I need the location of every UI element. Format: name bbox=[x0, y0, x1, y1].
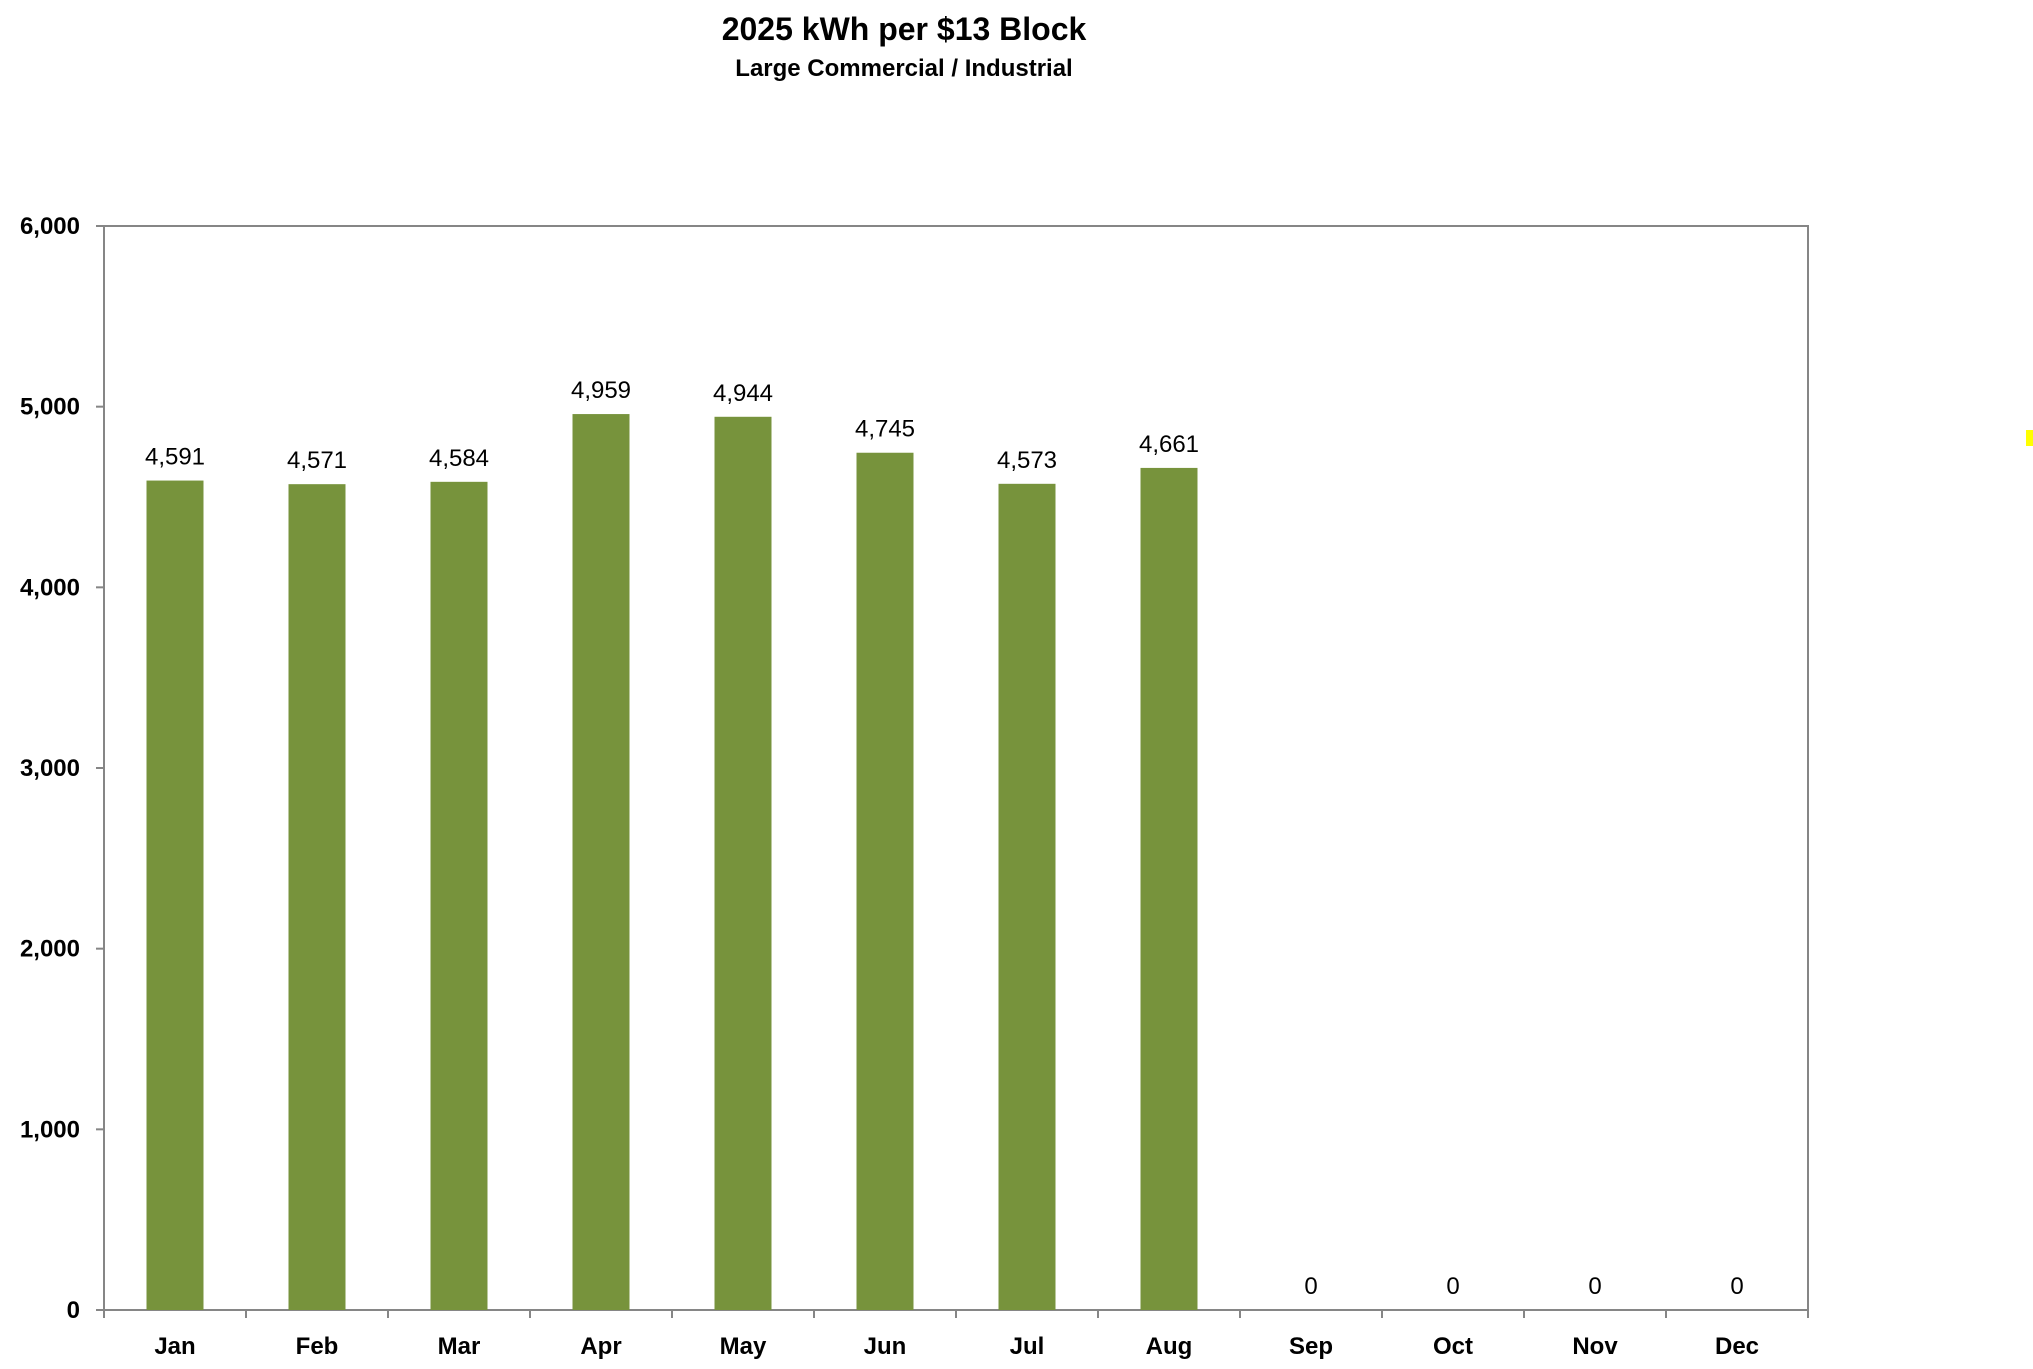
data-label: 0 bbox=[1304, 1273, 1317, 1300]
chart-title: 2025 kWh per $13 Block bbox=[722, 11, 1087, 47]
x-tick-label: Nov bbox=[1572, 1333, 1618, 1360]
x-tick-label: May bbox=[720, 1333, 767, 1360]
y-tick-label: 6,000 bbox=[20, 213, 80, 240]
bar bbox=[1140, 467, 1198, 1310]
data-label: 0 bbox=[1446, 1273, 1459, 1300]
x-tick-label: Jan bbox=[154, 1333, 195, 1360]
data-labels: 4,591 4,571 4,584 4,959 4,944 4,745 4,573 4,661… bbox=[145, 377, 1744, 1300]
x-tick-label: Sep bbox=[1289, 1333, 1333, 1360]
yellow-marker bbox=[2026, 430, 2033, 446]
data-label: 4,584 bbox=[429, 445, 489, 472]
y-axis: 0 1,000 2,000 3,000 4,000 5,000 6,000 bbox=[20, 213, 104, 1324]
bar-series bbox=[146, 414, 1198, 1311]
y-tick-label: 1,000 bbox=[20, 1116, 80, 1143]
bar bbox=[288, 484, 346, 1310]
data-label: 0 bbox=[1588, 1273, 1601, 1300]
bar bbox=[146, 480, 204, 1310]
data-label: 4,959 bbox=[571, 377, 631, 404]
data-label: 4,571 bbox=[287, 447, 347, 474]
x-tick-label: Dec bbox=[1715, 1333, 1759, 1360]
y-tick-label: 4,000 bbox=[20, 574, 80, 601]
bar bbox=[430, 481, 488, 1311]
data-label: 4,661 bbox=[1139, 431, 1199, 458]
data-label: 4,573 bbox=[997, 447, 1057, 474]
data-label: 4,745 bbox=[855, 416, 915, 443]
x-tick-label: Oct bbox=[1433, 1333, 1473, 1360]
x-tick-label: Aug bbox=[1146, 1333, 1193, 1360]
x-tick-label: Jul bbox=[1010, 1333, 1045, 1360]
y-tick-label: 2,000 bbox=[20, 936, 80, 963]
bar bbox=[714, 416, 772, 1310]
x-tick-label: Apr bbox=[580, 1333, 621, 1360]
y-tick-label: 0 bbox=[67, 1297, 80, 1324]
x-tick-label: Jun bbox=[864, 1333, 907, 1360]
bar bbox=[856, 452, 914, 1310]
chart-subtitle: Large Commercial / Industrial bbox=[735, 55, 1072, 82]
data-label: 4,944 bbox=[713, 380, 773, 407]
data-label: 0 bbox=[1730, 1273, 1743, 1300]
bar bbox=[572, 414, 630, 1311]
bar bbox=[998, 483, 1056, 1310]
y-tick-label: 3,000 bbox=[20, 755, 80, 782]
x-tick-label: Mar bbox=[438, 1333, 481, 1360]
plot-area bbox=[103, 225, 1809, 1311]
data-label: 4,591 bbox=[145, 444, 205, 471]
y-tick-label: 5,000 bbox=[20, 394, 80, 421]
x-tick-label: Feb bbox=[296, 1333, 339, 1360]
x-axis: Jan Feb Mar Apr May Jun Jul Aug Sep Oct Nov Dec bbox=[103, 1310, 1809, 1360]
